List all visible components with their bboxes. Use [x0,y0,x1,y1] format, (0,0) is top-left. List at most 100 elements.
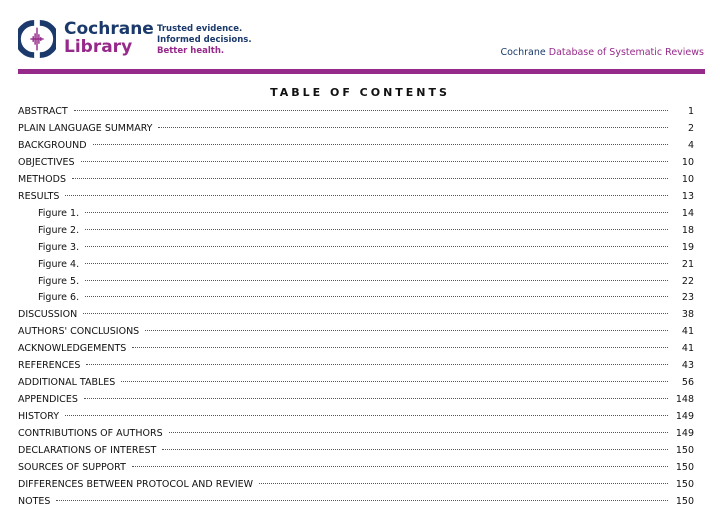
toc-entry[interactable]: BACKGROUND 4 [18,138,694,155]
toc-label: OBJECTIVES [18,156,75,168]
toc-label: NOTES [18,495,51,507]
toc-label: Figure 6. [38,292,80,304]
brand-cochrane: Cochrane [64,19,154,39]
toc-entry[interactable]: AUTHORS' CONCLUSIONS 41 [18,324,694,341]
toc-label: Figure 2. [38,224,80,236]
leader-dots [259,482,668,484]
leader-dots [73,110,668,111]
leader-dots [162,449,668,451]
toc-entry[interactable]: CONTRIBUTIONS OF AUTHORS 149 [18,426,694,443]
toc-page-number: 150 [675,462,694,474]
toc-label: ADDITIONAL TABLES [18,377,116,389]
leader-dots [85,245,668,247]
toc-entry[interactable]: Figure 4. 21 [18,257,694,274]
toc-label: DECLARATIONS OF INTEREST [18,445,157,457]
toc-entry[interactable]: PLAIN LANGUAGE SUMMARY 2 [18,121,694,138]
toc-entry[interactable]: Figure 2. 18 [18,223,694,240]
toc-page-number: 43 [681,360,694,372]
toc-label: METHODS [18,173,66,185]
toc-page-number: 22 [681,275,694,287]
toc-page-number: 150 [675,445,694,457]
leader-dots [158,126,668,128]
toc-label: Figure 4. [38,258,80,270]
toc-page-number: 10 [681,173,694,185]
leader-dots [83,398,668,400]
database-name: Cochrane Database of Systematic Reviews [500,47,704,58]
toc-label: HISTORY [18,411,60,423]
toc-entry[interactable]: APPENDICES 148 [18,392,694,409]
cochrane-logo-icon [18,20,56,58]
db-name: Database of Systematic Reviews [548,47,704,58]
toc-label: APPENDICES [18,394,78,406]
tagline-1: Trusted evidence. [157,24,243,34]
toc-page-number: 38 [681,309,694,321]
leader-dots [71,177,668,179]
leader-dots [85,296,668,298]
toc-page-number: 18 [681,224,694,236]
toc-entry[interactable]: Figure 3. 19 [18,240,694,257]
toc-entry[interactable]: NOTES 150 [18,494,694,511]
toc-page-number: 10 [681,156,694,168]
toc-entry[interactable]: REFERENCES 43 [18,358,694,375]
toc-label: Figure 1. [38,207,80,219]
toc-page-number: 41 [681,326,694,338]
tagline-3: Better health. [157,46,225,56]
leader-dots [80,160,668,162]
toc-page-number: 148 [675,394,694,406]
toc-page-number: 56 [681,377,694,389]
toc-label: AUTHORS' CONCLUSIONS [18,326,140,338]
toc-label: BACKGROUND [18,139,87,151]
toc-label: DIFFERENCES BETWEEN PROTOCOL AND REVIEW [18,478,254,490]
toc-page-number: 2 [687,122,694,134]
leader-dots [85,228,668,230]
toc-page-number: 1 [687,106,694,117]
leader-dots [56,499,668,501]
toc-entry[interactable]: HISTORY 149 [18,409,694,426]
leader-dots [85,279,668,281]
toc-label: DISCUSSION [18,309,78,321]
toc-label: CONTRIBUTIONS OF AUTHORS [18,428,163,440]
toc-entry[interactable]: Figure 1. 14 [18,206,694,223]
toc-entry[interactable]: OBJECTIVES 10 [18,155,694,172]
toc-page-number: 19 [681,241,694,253]
brand-library: Library [64,37,133,57]
toc-entry[interactable]: ABSTRACT 1 [18,104,694,121]
toc-entry[interactable]: ADDITIONAL TABLES 56 [18,375,694,392]
leader-dots [121,381,668,383]
toc-page-number: 14 [681,207,694,219]
toc-entry[interactable]: RESULTS 13 [18,189,694,206]
toc-entry[interactable]: METHODS 10 [18,172,694,189]
toc-label: PLAIN LANGUAGE SUMMARY [18,122,153,134]
toc-page-number: 149 [675,428,694,440]
toc-entry[interactable]: Figure 6. 23 [18,290,694,307]
toc-label: ACKNOWLEDGEMENTS [18,343,127,355]
table-of-contents: ABSTRACT 1 PLAIN LANGUAGE SUMMARY 2 BACKGROU… [18,104,694,511]
toc-entry[interactable]: DIFFERENCES BETWEEN PROTOCOL AND REVIEW 1… [18,477,694,494]
toc-page-number: 41 [681,343,694,355]
toc-page-number: 4 [687,139,694,151]
toc-page-number: 150 [675,495,694,507]
leader-dots [85,262,668,264]
page-title: TABLE OF CONTENTS [270,86,450,99]
toc-entry[interactable]: DISCUSSION 38 [18,307,694,324]
leader-dots [65,415,668,417]
toc-label: Figure 5. [38,275,80,287]
toc-page-number: 23 [681,292,694,304]
toc-entry[interactable]: ACKNOWLEDGEMENTS 41 [18,341,694,358]
toc-label: REFERENCES [18,360,81,372]
leader-dots [131,466,668,468]
toc-page-number: 150 [675,478,694,490]
leader-dots [145,330,668,332]
leader-dots [65,194,668,196]
leader-dots [132,347,668,349]
leader-dots [83,313,668,315]
toc-label: ABSTRACT [18,106,68,117]
toc-label: RESULTS [18,190,60,202]
leader-dots [85,211,668,213]
leader-dots [92,143,668,145]
toc-entry[interactable]: DECLARATIONS OF INTEREST 150 [18,443,694,460]
leader-dots [86,364,668,366]
toc-entry[interactable]: SOURCES OF SUPPORT 150 [18,460,694,477]
db-prefix: Cochrane [500,47,546,58]
toc-entry[interactable]: Figure 5. 22 [18,274,694,291]
